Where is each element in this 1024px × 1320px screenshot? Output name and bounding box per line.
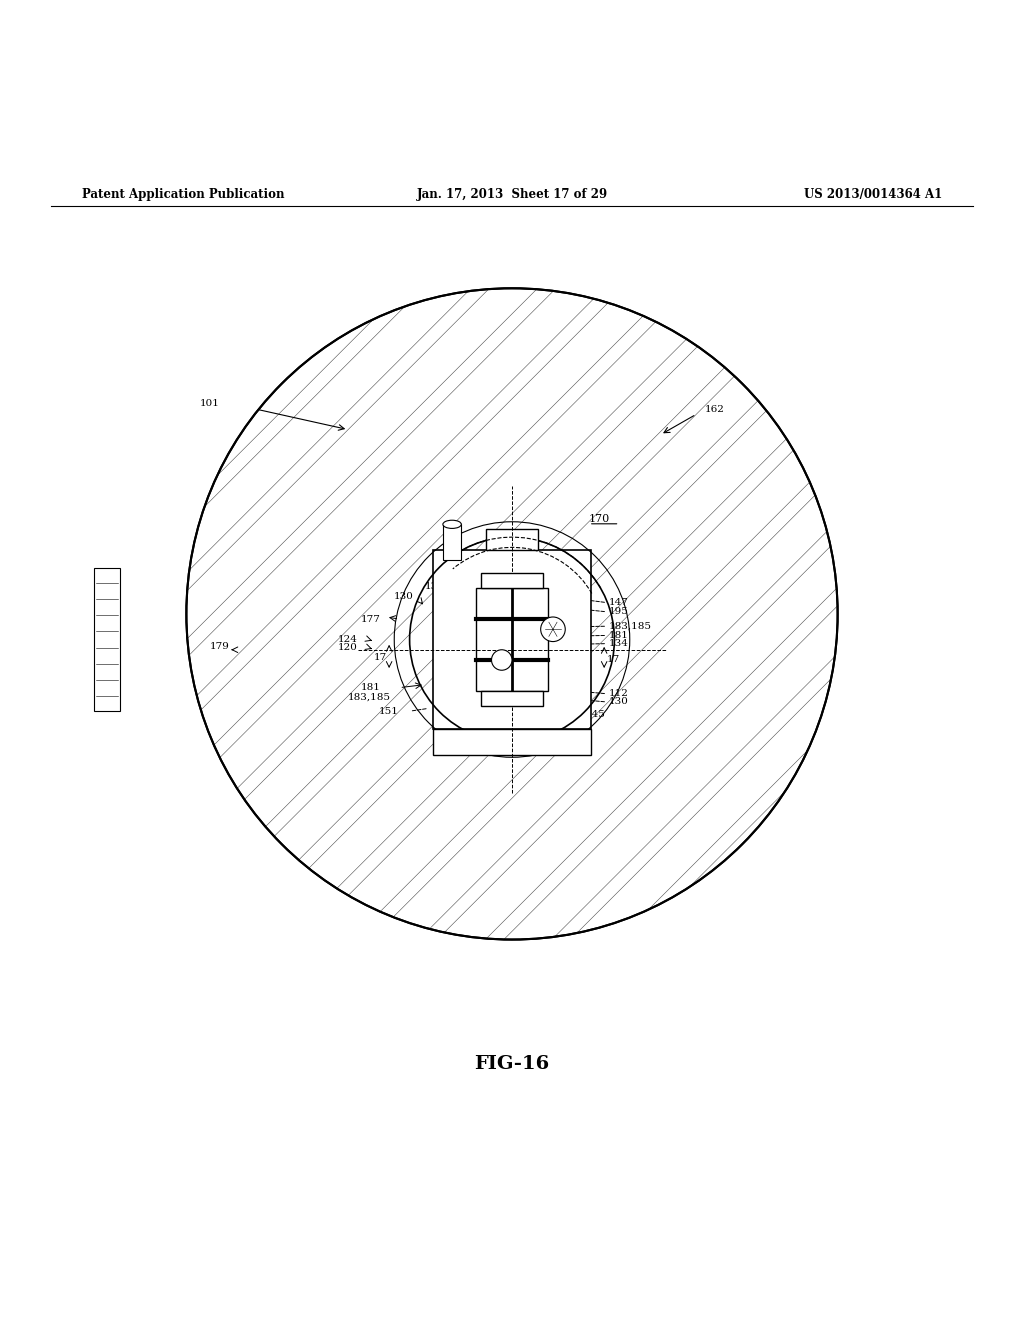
Text: US 2013/0014364 A1: US 2013/0014364 A1 xyxy=(804,187,942,201)
Circle shape xyxy=(541,616,565,642)
Text: 162: 162 xyxy=(705,405,724,413)
Text: 145: 145 xyxy=(586,710,605,719)
Text: 170: 170 xyxy=(589,513,610,524)
Text: 181: 181 xyxy=(609,631,629,640)
Text: 141: 141 xyxy=(466,582,485,591)
Circle shape xyxy=(186,288,838,940)
Text: 139: 139 xyxy=(492,715,511,723)
Text: 101: 101 xyxy=(200,400,219,408)
Text: 151: 151 xyxy=(379,706,398,715)
Text: 17: 17 xyxy=(607,656,621,664)
Bar xyxy=(94,568,120,711)
Circle shape xyxy=(492,649,512,671)
Text: 17: 17 xyxy=(374,653,387,663)
Text: 147: 147 xyxy=(609,598,629,607)
Bar xyxy=(481,690,543,706)
Text: 183,185: 183,185 xyxy=(609,622,652,631)
Bar xyxy=(432,550,592,729)
Text: 137: 137 xyxy=(425,582,444,591)
Text: 130: 130 xyxy=(609,697,629,706)
Text: 177: 177 xyxy=(360,615,380,623)
Text: 124: 124 xyxy=(338,635,357,644)
Text: Jan. 17, 2013  Sheet 17 of 29: Jan. 17, 2013 Sheet 17 of 29 xyxy=(417,187,607,201)
Bar xyxy=(432,729,592,755)
Text: Patent Application Publication: Patent Application Publication xyxy=(82,187,285,201)
Text: 112: 112 xyxy=(609,689,629,698)
Bar xyxy=(486,529,538,550)
Text: FIG-16: FIG-16 xyxy=(474,1056,550,1073)
Bar xyxy=(481,573,543,589)
Text: 179: 179 xyxy=(210,643,229,651)
Text: 134: 134 xyxy=(609,639,629,648)
Ellipse shape xyxy=(442,520,461,528)
Text: 120: 120 xyxy=(338,643,357,652)
Text: 130: 130 xyxy=(394,591,414,601)
Text: 195: 195 xyxy=(609,607,629,616)
Text: 181: 181 xyxy=(360,684,380,692)
Bar xyxy=(476,589,548,690)
Bar xyxy=(442,524,461,560)
Text: 183,185: 183,185 xyxy=(348,693,391,701)
